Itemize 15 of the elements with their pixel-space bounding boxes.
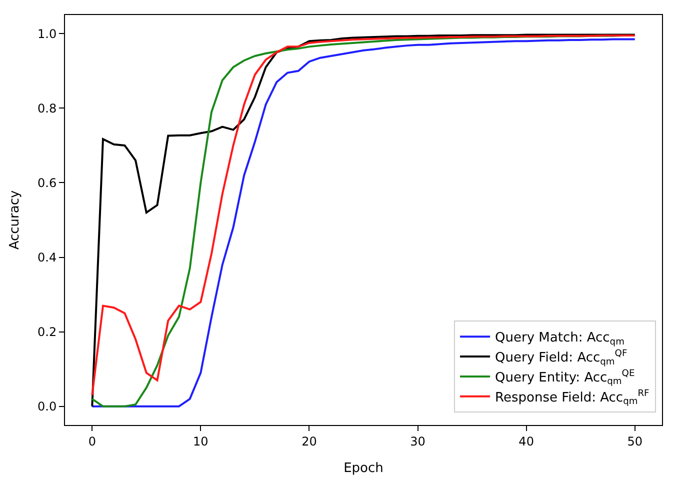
x-axis-title: Epoch	[344, 461, 384, 476]
y-tick-label: 0.4	[38, 250, 57, 264]
y-tick-label: 0.8	[38, 101, 57, 116]
y-tick-label: 0.6	[38, 176, 57, 190]
x-tick-label: 20	[302, 434, 317, 448]
x-tick-label: 30	[410, 434, 426, 448]
x-tick-label: 0	[88, 434, 96, 448]
y-tick-label: 1.0	[38, 26, 57, 41]
legend-label: Query Match: Acc$_{qm}$	[495, 330, 625, 348]
y-axis-title: Accuracy	[7, 190, 22, 250]
y-tick-label: 0.2	[38, 325, 57, 340]
x-tick-label: 40	[518, 434, 534, 448]
x-tick-label: 50	[627, 434, 642, 448]
y-tick-label: 0.0	[38, 400, 57, 414]
x-tick-label: 10	[193, 434, 208, 448]
